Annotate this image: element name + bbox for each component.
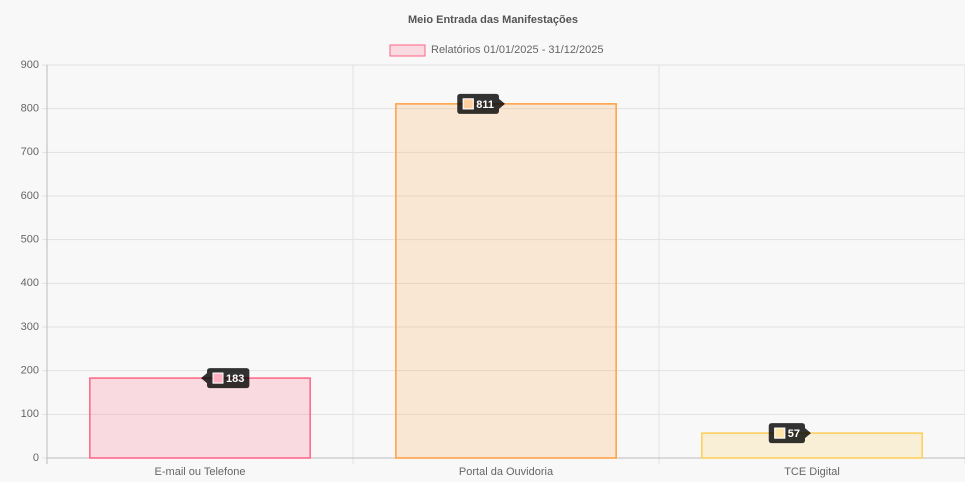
tooltip: 183 bbox=[201, 368, 250, 389]
bar bbox=[395, 103, 617, 459]
tooltip-value: 811 bbox=[476, 99, 494, 111]
tooltip: 57 bbox=[768, 423, 811, 444]
tooltip-swatch bbox=[462, 98, 474, 110]
tooltip-value: 183 bbox=[226, 373, 244, 385]
chart-title: Meio Entrada das Manifestações bbox=[408, 14, 578, 26]
tooltip-swatch bbox=[774, 427, 786, 439]
tooltip-swatch bbox=[212, 372, 224, 384]
x-tick-label: E-mail ou Telefone bbox=[155, 466, 246, 478]
y-tick-label: 900 bbox=[21, 59, 39, 71]
y-tick-label: 100 bbox=[21, 408, 39, 420]
y-tick-label: 400 bbox=[21, 277, 39, 289]
bar bbox=[89, 377, 311, 459]
y-tick-label: 600 bbox=[21, 190, 39, 202]
y-tick-label: 0 bbox=[33, 452, 39, 464]
x-tick-label: Portal da Ouvidoria bbox=[459, 466, 554, 478]
y-tick-label: 300 bbox=[21, 321, 39, 333]
y-tick-label: 200 bbox=[21, 365, 39, 377]
y-tick-label: 500 bbox=[21, 234, 39, 246]
y-tick-label: 800 bbox=[21, 103, 39, 115]
tooltip: 811 bbox=[457, 93, 505, 114]
x-tick-label: TCE Digital bbox=[784, 466, 840, 478]
legend-swatch bbox=[389, 44, 426, 57]
legend-label: Relatórios 01/01/2025 - 31/12/2025 bbox=[431, 44, 603, 56]
y-tick-label: 700 bbox=[21, 146, 39, 158]
tooltip-value: 57 bbox=[788, 428, 800, 440]
bar bbox=[701, 432, 923, 459]
